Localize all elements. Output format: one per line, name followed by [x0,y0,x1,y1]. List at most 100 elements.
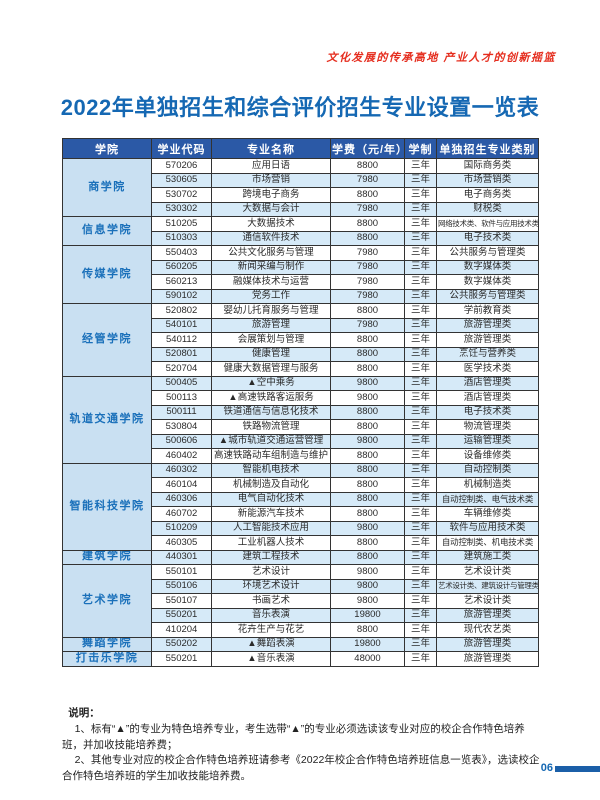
cell-tuition: 9800 [330,578,405,594]
cell-tuition: 8800 [330,549,405,565]
cell-tuition: 9800 [330,375,405,391]
table-row: 410204 花卉生产与花艺 8800 三年 现代农艺类 [63,622,539,638]
majors-table: 学院 学业代码 专业名称 学费（元/年） 学制 单独招生专业类别 商学院 5702… [62,138,539,667]
cell-category: 旅游管理类 [436,317,539,333]
page-number-bar [555,766,600,772]
cell-category: 艺术设计类 [436,564,539,580]
cell-major: 花卉生产与花艺 [211,622,331,638]
header-tuition: 学费（元/年） [330,138,405,159]
cell-category: 旅游管理类 [436,636,539,652]
cell-duration: 三年 [404,317,437,333]
table-row: 460306 电气自动化技术 8800 三年 自动控制类、电气技术类 [63,491,539,507]
cell-tuition: 7980 [330,317,405,333]
cell-category: 艺术设计类、建筑设计与管理类 [436,578,539,594]
cell-major: 工业机器人技术 [211,535,331,551]
table-row: 460702 新能源汽车技术 8800 三年 车辆维修类 [63,506,539,522]
cell-tuition: 9800 [330,433,405,449]
table-row: 460305 工业机器人技术 8800 三年 自动控制类、机电技术类 [63,535,539,551]
table-row: 530702 跨境电子商务 8800 三年 电子商务类 [63,187,539,203]
cell-category: 公共服务与管理类 [436,288,539,304]
cell-major: 融媒体技术与运营 [211,274,331,290]
cell-category: 旅游管理类 [436,651,539,667]
cell-code: 590102 [151,288,212,304]
cell-tuition: 8800 [330,404,405,420]
table-row: 530302 大数据与会计 7980 三年 财税类 [63,201,539,217]
page-title: 2022年单独招生和综合评价招生专业设置一览表 [60,95,540,120]
cell-tuition: 19800 [330,607,405,623]
cell-tuition: 8800 [330,216,405,232]
notes-label: 说明： [68,707,100,719]
cell-duration: 三年 [404,361,437,377]
cell-category: 旅游管理类 [436,607,539,623]
cell-duration: 三年 [404,520,437,536]
cell-tuition: 8800 [330,622,405,638]
cell-code: 530605 [151,172,212,188]
college-name-cell: 打击乐学院 [62,651,152,667]
cell-duration: 三年 [404,462,437,478]
cell-code: 440301 [151,549,212,565]
cell-category: 电子技术类 [436,404,539,420]
cell-code: 500405 [151,375,212,391]
cell-category: 自动控制类 [436,462,539,478]
cell-category: 物流管理类 [436,419,539,435]
cell-code: 550403 [151,245,212,261]
cell-code: 560213 [151,274,212,290]
cell-tuition: 48000 [330,651,405,667]
cell-tuition: 8800 [330,230,405,246]
college-name-cell: 经管学院 [62,303,152,377]
cell-tuition: 7980 [330,201,405,217]
cell-code: 520801 [151,346,212,362]
cell-major: 机械制造及自动化 [211,477,331,493]
majors-table-body: 商学院 570206 应用日语 8800 三年 国际商务类 530605 市场营销 7980 三年… [62,158,539,667]
cell-tuition: 8800 [330,535,405,551]
college-name-cell: 传媒学院 [62,245,152,304]
cell-code: 540101 [151,317,212,333]
cell-major: 环境艺术设计 [211,578,331,594]
cell-tuition: 8800 [330,332,405,348]
cell-tuition: 9800 [330,564,405,580]
cell-duration: 三年 [404,491,437,507]
cell-code: 500606 [151,433,212,449]
cell-category: 市场营销类 [436,172,539,188]
cell-major: 跨境电子商务 [211,187,331,203]
cell-major: 音乐表演 [211,607,331,623]
cell-duration: 三年 [404,419,437,435]
college-name-cell: 艺术学院 [62,564,152,638]
cell-major: 智能机电技术 [211,462,331,478]
cell-duration: 三年 [404,622,437,638]
cell-category: 网络技术类、软件与应用技术类 [436,216,539,232]
cell-category: 酒店管理类 [436,390,539,406]
cell-tuition: 8800 [330,361,405,377]
cell-category: 医学技术类 [436,361,539,377]
cell-tuition: 8800 [330,158,405,174]
cell-tuition: 9800 [330,520,405,536]
cell-duration: 三年 [404,245,437,261]
cell-tuition: 8800 [330,462,405,478]
cell-major: 铁路物流管理 [211,419,331,435]
cell-code: 520704 [151,361,212,377]
table-row: 530605 市场营销 7980 三年 市场营销类 [63,172,539,188]
cell-code: 460302 [151,462,212,478]
cell-code: 530702 [151,187,212,203]
cell-code: 460104 [151,477,212,493]
cell-major: 高速铁路动车组制造与维护 [211,448,331,464]
cell-duration: 三年 [404,390,437,406]
college-name-cell: 建筑学院 [62,549,152,565]
table-row: 信息学院 510205 大数据技术 8800 三年 网络技术类、软件与应用技术类 [62,216,539,246]
cell-code: 460702 [151,506,212,522]
cell-code: 520802 [151,303,212,319]
table-row: 商学院 570206 应用日语 8800 三年 国际商务类 [62,158,539,217]
cell-duration: 三年 [404,274,437,290]
cell-major: ▲音乐表演 [211,651,331,667]
cell-code: 550107 [151,593,212,609]
cell-duration: 三年 [404,230,437,246]
cell-duration: 三年 [404,506,437,522]
table-row: 560205 新闻采编与制作 7980 三年 数字媒体类 [63,259,539,275]
table-row: 460402 高速铁路动车组制造与维护 8800 三年 设备维修类 [63,448,539,464]
table-row: 传媒学院 550403 公共文化服务与管理 7980 三年 公共服务与管理类 [62,245,539,304]
cell-category: 公共服务与管理类 [436,245,539,261]
table-row: 510209 人工智能技术应用 9800 三年 软件与应用技术类 [63,520,539,536]
college-name-cell: 商学院 [62,158,152,217]
cell-major: 新闻采编与制作 [211,259,331,275]
cell-code: 530804 [151,419,212,435]
